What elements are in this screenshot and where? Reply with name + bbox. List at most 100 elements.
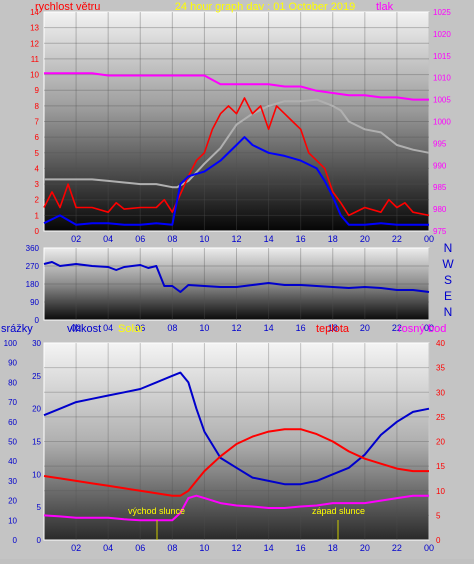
precip-tick-label: 50 (8, 438, 17, 447)
left-tick-label: 2 (35, 196, 40, 205)
precip-tick-label: 20 (8, 497, 17, 506)
axis-label-temperature: teplota (316, 323, 350, 335)
temperature-tick-label: 15 (436, 462, 445, 471)
humidity-tick-label: 15 (32, 438, 41, 447)
direction-tick-label: 360 (26, 244, 40, 253)
temperature-tick-label: 25 (436, 413, 445, 422)
axis-label-dewpoint: rosný bod (398, 323, 446, 335)
left-tick-label: 9 (35, 86, 40, 95)
panel3-x-axis-ticks: 02 04 06 08 10 12 14 16 18 20 22 00 (71, 543, 434, 553)
x-tick-label: 10 (199, 543, 209, 553)
temperature-tick-label: 35 (436, 364, 445, 373)
x-tick-label: 18 (328, 234, 338, 244)
left-tick-label: 13 (30, 24, 39, 33)
x-tick-label: 00 (424, 543, 434, 553)
x-tick-label: 04 (103, 234, 113, 244)
sunset-label: západ slunce (312, 506, 365, 516)
right-tick-label: 990 (433, 161, 447, 170)
wind-avg-gray-line (44, 98, 430, 189)
right-axis-label-pressure: tlak (376, 1, 394, 13)
wind-speed-blue-line (43, 136, 429, 226)
left-tick-label: 1 (35, 211, 40, 220)
x-tick-label: 16 (296, 543, 306, 553)
x-tick-label: 22 (392, 323, 402, 333)
direction-tick-label: 180 (26, 280, 40, 289)
left-tick-label: 14 (30, 8, 39, 17)
direction-tick-label: 90 (30, 298, 39, 307)
panel1-right-axis-ticks: 975 980 985 990 995 1000 1005 1010 1015 1020 1025 (433, 8, 451, 236)
compass-tick-label: S (444, 273, 452, 287)
temperature-tick-label: 30 (436, 388, 445, 397)
pressure-line (44, 72, 429, 101)
x-tick-label: 10 (199, 323, 209, 333)
panel3-axis-ticks: 0 10 20 30 40 50 60 70 80 90 100 0 5 10 15 20 25 30 0 5 10 15… (4, 339, 446, 545)
x-tick-label: 02 (71, 234, 81, 244)
x-tick-label: 16 (296, 323, 306, 333)
wind-direction-line (43, 261, 430, 293)
right-tick-label: 975 (433, 227, 447, 236)
direction-tick-label: 270 (26, 262, 40, 271)
panel1-gridlines (44, 12, 430, 231)
left-tick-label: 10 (30, 71, 39, 80)
compass-tick-label: W (442, 257, 454, 271)
precip-tick-label: 80 (8, 378, 17, 387)
compass-tick-label: N (444, 241, 453, 255)
sunrise-label: východ slunce (128, 506, 185, 516)
axis-label-humidity: vlhkost (67, 323, 101, 335)
humidity-tick-label: 20 (32, 405, 41, 414)
x-tick-label: 02 (71, 543, 81, 553)
x-tick-label: 00 (424, 234, 434, 244)
right-tick-label: 1000 (433, 118, 451, 127)
x-tick-label: 18 (328, 543, 338, 553)
precip-tick-label: 30 (8, 477, 17, 486)
left-tick-label: 6 (35, 133, 40, 142)
temperature-tick-label: 10 (436, 487, 445, 496)
wind-gust-red-line (43, 97, 430, 217)
axis-label-solar: Solar (118, 323, 144, 335)
compass-tick-label: E (444, 289, 452, 303)
x-tick-label: 12 (231, 323, 241, 333)
x-tick-label: 20 (360, 543, 370, 553)
x-tick-label: 08 (167, 234, 177, 244)
precip-tick-label: 70 (8, 398, 17, 407)
left-axis-label-wind: rychlost větru (35, 1, 100, 13)
humidity-tick-label: 25 (32, 372, 41, 381)
left-tick-label: 12 (30, 39, 39, 48)
right-tick-label: 985 (433, 183, 447, 192)
temperature-tick-label: 5 (436, 511, 441, 520)
panel1-x-axis-ticks: 02 04 06 08 10 12 14 16 18 20 22 00 (71, 234, 434, 244)
right-tick-label: 980 (433, 205, 447, 214)
panel2-left-axis-ticks: 0 90 180 270 360 (26, 244, 40, 325)
x-tick-label: 14 (264, 234, 274, 244)
x-tick-label: 04 (103, 543, 113, 553)
left-tick-label: 3 (35, 180, 40, 189)
x-tick-label: 04 (103, 323, 113, 333)
x-tick-label: 02 (71, 323, 81, 333)
precip-tick-label: 40 (8, 457, 17, 466)
left-tick-label: 5 (35, 149, 40, 158)
x-tick-label: 08 (167, 323, 177, 333)
x-tick-label: 12 (231, 543, 241, 553)
panel2-x-axis-ticks: 02 04 06 08 10 12 14 16 18 20 22 00 (71, 323, 434, 333)
humidity-tick-label: 30 (32, 339, 41, 348)
left-tick-label: 0 (35, 227, 40, 236)
precip-tick-label: 10 (8, 516, 17, 525)
x-tick-label: 06 (135, 543, 145, 553)
x-tick-label: 14 (264, 323, 274, 333)
right-tick-label: 1015 (433, 52, 451, 61)
humidity-line (43, 371, 430, 486)
right-tick-label: 995 (433, 139, 447, 148)
humidity-tick-label: 0 (37, 536, 42, 545)
x-tick-label: 22 (392, 543, 402, 553)
x-tick-label: 18 (328, 323, 338, 333)
x-tick-label: 16 (296, 234, 306, 244)
right-tick-label: 1010 (433, 74, 451, 83)
left-tick-label: 7 (35, 118, 40, 127)
left-tick-label: 4 (35, 164, 40, 173)
x-tick-label: 20 (360, 234, 370, 244)
x-tick-label: 08 (167, 543, 177, 553)
